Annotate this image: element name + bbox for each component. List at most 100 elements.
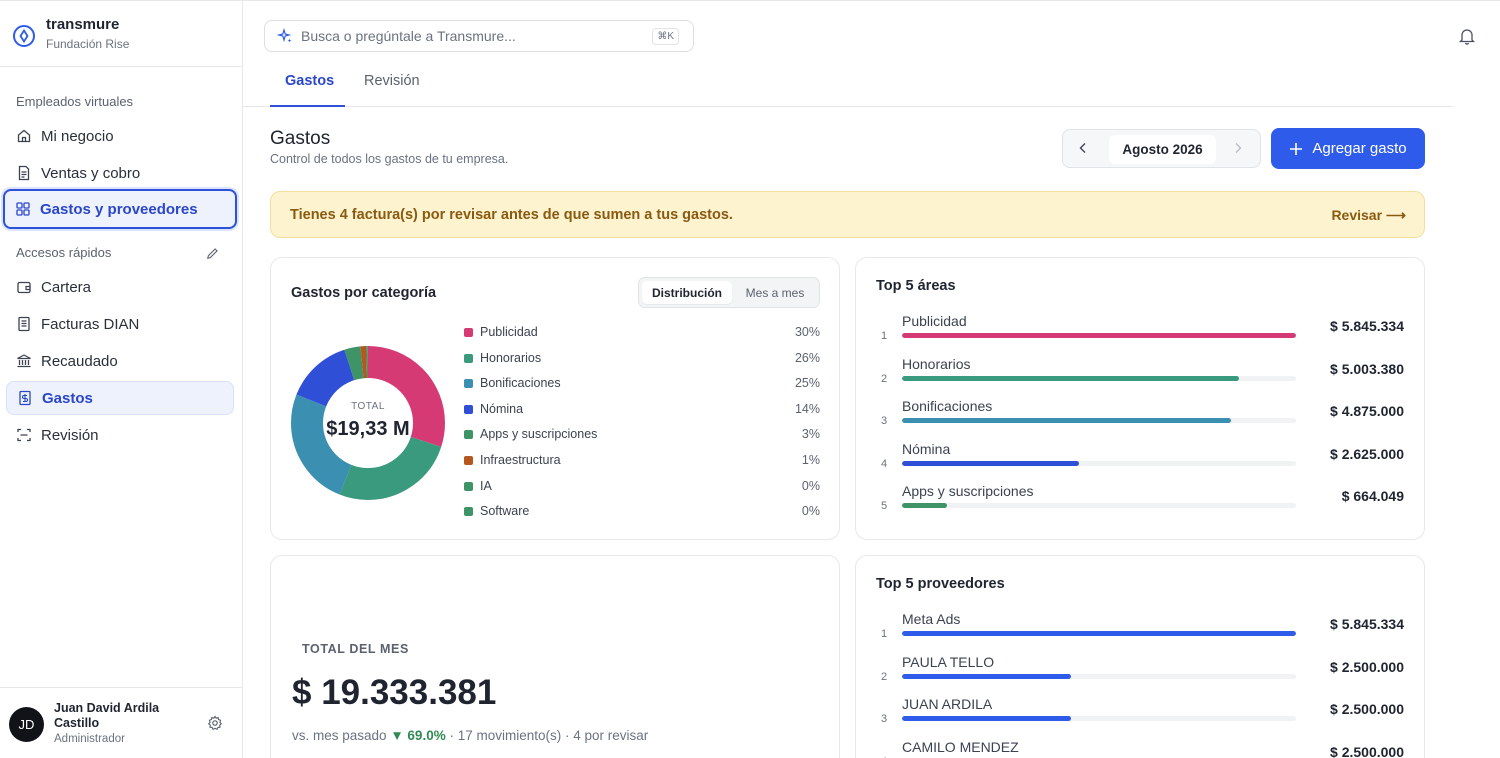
rank-amount: $ 2.500.000 — [1330, 658, 1404, 675]
gear-icon[interactable] — [207, 715, 223, 731]
sidebar-item-gastos[interactable]: Gastos — [6, 381, 234, 415]
category-card-title: Gastos por categoría — [291, 285, 437, 301]
rank-number: 3 — [881, 713, 888, 725]
legend-label: Bonificaciones — [480, 376, 561, 391]
toggle-distribucion[interactable]: Distribución — [642, 281, 732, 304]
sidebar-item-label: Gastos — [42, 389, 93, 407]
donut-slice-2 — [291, 346, 445, 500]
rank-amount: $ 5.845.334 — [1330, 318, 1404, 334]
comparison-prefix: vs. mes pasado — [292, 728, 387, 743]
rank-bar-fill — [902, 673, 1071, 679]
legend-swatch — [464, 507, 473, 517]
rank-number: 3 — [881, 415, 888, 427]
rank-row[interactable]: 4 Nómina $ 2.625.000 — [876, 440, 1406, 480]
top-areas-title: Top 5 áreas — [876, 278, 956, 294]
rank-bar-fill — [902, 333, 1296, 338]
review-link[interactable]: Revisar ⟶ — [1331, 207, 1406, 223]
legend-item: Infraestructura 1% — [464, 452, 820, 470]
tab-revision[interactable]: Revisión — [364, 73, 420, 89]
rank-row[interactable]: 3 Bonificaciones $ 4.875.000 — [876, 397, 1406, 437]
tab-gastos[interactable]: Gastos — [285, 73, 335, 89]
section-label-virtual-employees: Empleados virtuales — [16, 94, 134, 109]
legend-label: Software — [480, 504, 530, 519]
comparison-suffix: · 17 movimiento(s) · 4 por revisar — [449, 728, 649, 743]
legend-percent: 0% — [801, 504, 820, 519]
category-donut-chart — [291, 346, 445, 500]
category-card: Gastos por categoría Distribución Mes a … — [270, 257, 840, 540]
rank-bar-track — [902, 503, 1296, 508]
rank-row[interactable]: 4 CAMILO MENDEZ $ 2.500.000 — [876, 738, 1406, 758]
banner-text: Tienes 4 factura(s) por revisar antes de… — [290, 207, 733, 223]
bank-icon — [16, 353, 32, 369]
search-input[interactable]: Busca o pregúntale a Transmure... — [301, 28, 516, 44]
sidebar-item-revision[interactable]: Revisión — [6, 418, 234, 452]
legend-label: Infraestructura — [480, 453, 561, 467]
rank-name: Bonificaciones — [902, 398, 993, 414]
rank-bar-track — [902, 673, 1296, 679]
rank-amount: $ 664.049 — [1341, 488, 1404, 504]
receipt-icon — [17, 390, 33, 406]
rank-row[interactable]: 3 JUAN ARDILA $ 2.500.000 — [876, 695, 1406, 735]
pencil-icon[interactable] — [205, 246, 220, 261]
rank-amount: $ 2.625.000 — [1330, 445, 1404, 462]
search-bar[interactable]: Busca o pregúntale a Transmure... ⌘K — [264, 20, 694, 52]
rank-row[interactable]: 2 Honorarios $ 5.003.380 — [876, 355, 1406, 395]
legend-item: Honorarios 26% — [464, 350, 820, 368]
add-expense-button[interactable]: Agregar gasto — [1271, 128, 1425, 169]
sidebar-item-gastos-y-proveedores[interactable]: Gastos y proveedores — [3, 189, 237, 229]
plus-icon — [1290, 142, 1303, 155]
rank-name: Publicidad — [902, 313, 967, 329]
home-icon — [16, 128, 32, 144]
total-month-value: $ 19.333.381 — [292, 673, 497, 712]
legend-swatch — [464, 353, 473, 363]
chevron-right-icon[interactable] — [1230, 140, 1246, 156]
sidebar-item-facturas-dian[interactable]: Facturas DIAN — [6, 307, 234, 341]
rank-bar-fill — [902, 503, 947, 508]
rank-bar-fill — [902, 418, 1231, 423]
rank-row[interactable]: 1 Meta Ads $ 5.845.334 — [876, 610, 1406, 650]
legend-swatch — [464, 404, 473, 414]
rank-row[interactable]: 2 PAULA TELLO $ 2.500.000 — [876, 653, 1406, 693]
rank-row[interactable]: 5 Apps y suscripciones $ 664.049 — [876, 482, 1406, 522]
bell-icon[interactable] — [1458, 27, 1476, 45]
legend-percent: 0% — [801, 478, 820, 493]
chevron-left-icon[interactable] — [1075, 140, 1091, 156]
user-profile[interactable]: JD Juan David Ardila Castillo Administra… — [0, 687, 243, 758]
legend-label: IA — [480, 478, 492, 493]
rank-number: 4 — [881, 457, 888, 470]
sidebar: transmure Fundación Rise Empleados virtu… — [0, 1, 243, 758]
rank-amount: $ 5.003.380 — [1330, 360, 1404, 377]
sidebar-item-recaudado[interactable]: Recaudado — [6, 344, 234, 378]
add-expense-label: Agregar gasto — [1312, 140, 1407, 157]
legend-item: Software 0% — [464, 503, 820, 521]
legend-item: Apps y suscripciones 3% — [464, 426, 820, 444]
sidebar-item-mi-negocio[interactable]: Mi negocio — [6, 119, 234, 153]
brand-header[interactable]: transmure Fundación Rise — [0, 1, 243, 67]
rank-bar-fill — [902, 716, 1071, 721]
section-label-quick-access: Accesos rápidos — [16, 245, 112, 260]
toggle-mes-a-mes[interactable]: Mes a mes — [745, 285, 805, 300]
rank-name: Nómina — [902, 440, 951, 457]
sidebar-item-label: Cartera — [41, 278, 92, 296]
user-role: Administrador — [54, 733, 125, 745]
view-toggle: Distribución Mes a mes — [638, 277, 820, 308]
legend-label: Honorarios — [480, 350, 542, 365]
rank-bar-track — [902, 716, 1296, 721]
legend-item: IA 0% — [464, 478, 820, 496]
sidebar-item-ventas-y-cobro[interactable]: Ventas y cobro — [6, 156, 234, 190]
month-label[interactable]: Agosto 2026 — [1109, 135, 1216, 164]
user-name: Juan David Ardila Castillo — [54, 701, 160, 730]
rank-bar-track — [902, 418, 1296, 423]
legend-item: Publicidad 30% — [464, 324, 820, 342]
top-providers-title: Top 5 proveedores — [876, 576, 1005, 592]
sidebar-item-cartera[interactable]: Cartera — [6, 270, 234, 304]
month-picker: Agosto 2026 — [1062, 129, 1261, 168]
rank-bar-fill — [902, 375, 1240, 381]
rank-name: Meta Ads — [902, 611, 961, 627]
sparkle-icon — [277, 28, 292, 43]
rank-number: 5 — [881, 500, 888, 512]
legend-label: Publicidad — [480, 325, 538, 339]
rank-bar-track — [902, 460, 1296, 466]
rank-row[interactable]: 1 Publicidad $ 5.845.334 — [876, 312, 1406, 352]
legend-item: Bonificaciones 25% — [464, 375, 820, 393]
